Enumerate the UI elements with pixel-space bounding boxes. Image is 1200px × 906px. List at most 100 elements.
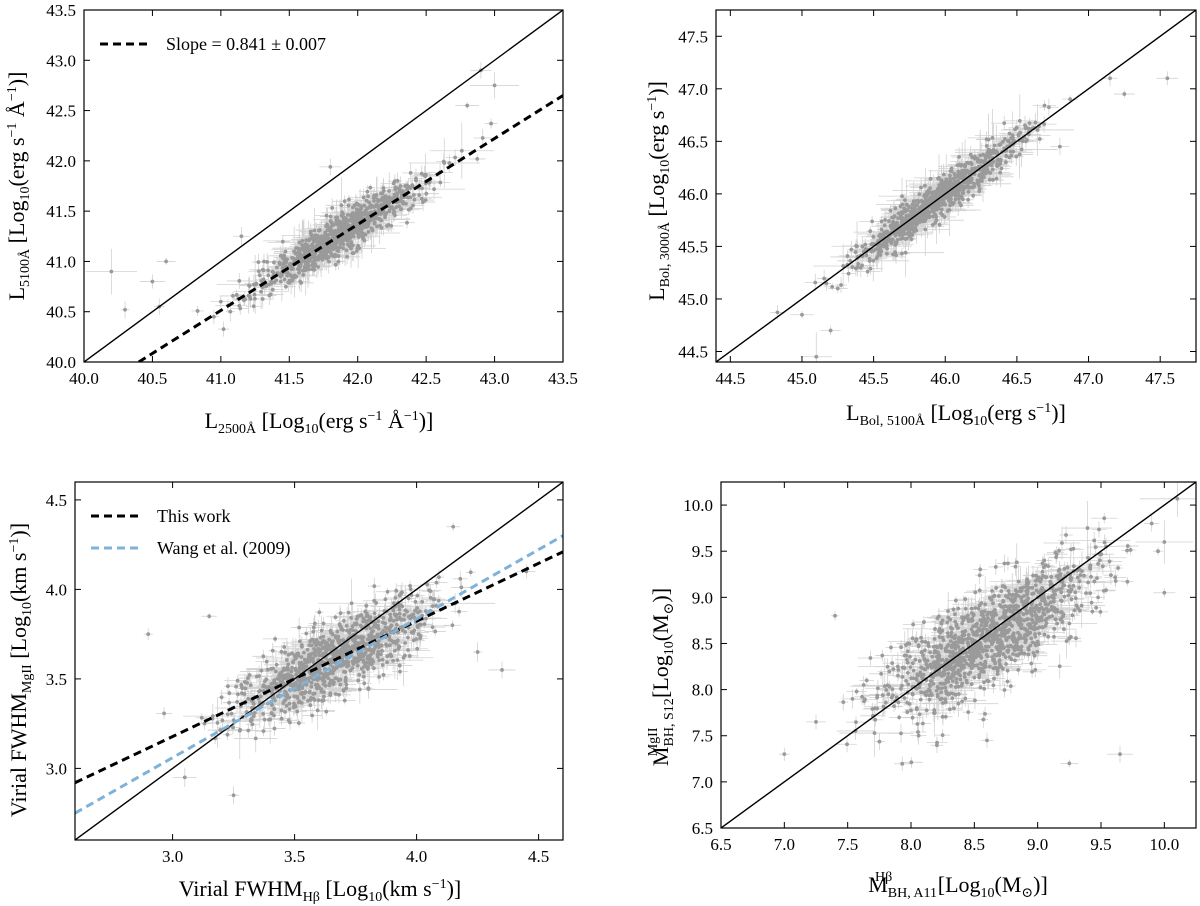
data-point [343,221,348,226]
data-point [381,189,386,193]
data-point [489,121,494,126]
data-point [871,258,876,263]
axes-frame [83,9,564,363]
data-point [123,307,127,312]
data-point [261,268,266,273]
data-point [397,204,402,209]
data-point [323,231,328,236]
data-point [370,227,375,231]
data-point [387,204,392,209]
data-point [387,208,392,213]
data-point [395,178,400,183]
panel-luminosity-5100-vs-2500: 40.0 40.5 41.0 41.5 42.0 42.5 43.0 43.5 40.0 40.5… [4,1,578,437]
data-point [334,254,339,258]
data-point [336,223,340,227]
data-point [883,217,888,222]
data-point [350,205,355,210]
data-point [328,226,333,231]
fit-line [137,94,563,362]
data-point [326,249,331,254]
data-point [327,259,331,264]
data-point [365,207,369,211]
data-point [405,220,409,225]
data-point [150,279,155,284]
data-point [408,206,413,211]
data-point [283,260,288,265]
data-point [322,243,327,248]
data-point [267,293,272,298]
data-point [438,180,443,185]
data-point [326,255,331,259]
data-point [328,246,333,251]
data-point [366,194,371,199]
data-point [354,207,359,212]
data-point [408,170,413,175]
y-tick-label: 41.0 [46,252,76,271]
data-point [421,200,425,204]
data-point [368,185,373,190]
data-point [400,189,405,193]
y-tick-label: 42.5 [46,102,76,121]
data-point [375,224,379,229]
data-point [311,261,315,265]
y-tick-label: 43.5 [46,1,76,20]
data-point [361,195,366,200]
data-point [346,242,350,247]
data-point [948,173,952,178]
data-point [311,255,316,260]
data-point [849,247,854,252]
data-point [399,194,404,199]
one-to-one-line [84,10,563,362]
error-bars [85,62,519,337]
data-point [349,240,354,244]
y-tick-label: 40.5 [46,303,76,322]
y-tick-label: 42.0 [46,152,76,171]
data-point [291,276,296,280]
data-point [423,198,428,203]
data-point [305,246,310,251]
data-point [334,215,338,220]
data-point [839,283,843,287]
data-point [868,229,873,234]
data-point [387,199,392,204]
x-tick-label: 41.5 [274,369,304,388]
data-point [354,249,359,253]
data-point [385,224,389,228]
data-point [330,206,335,210]
data-point [994,176,999,181]
data-point [317,242,322,246]
data-point [254,282,258,287]
data-point [1025,138,1029,142]
data-point [346,203,351,208]
data-point [341,237,346,241]
y-axis-label: L5100Å [Log10(erg s−1 Å−1)] [4,72,33,301]
data-point [865,269,870,274]
data-point [957,155,962,159]
data-point [984,143,989,148]
data-point [272,260,276,265]
data-point [917,192,922,197]
data-point [990,135,995,140]
data-point [295,246,300,251]
data-point [251,304,256,309]
data-point [325,222,329,227]
data-point [894,253,898,258]
data-point [266,273,271,278]
error-bars [770,70,1179,362]
data-point [297,240,302,245]
data-point [301,273,306,277]
data-point [314,233,318,238]
data-point [297,263,302,268]
data-point [389,223,394,228]
data-point [442,161,447,165]
x-tick-label: 42.5 [411,369,441,388]
data-point [303,264,308,268]
data-point [992,143,997,148]
data-point [995,158,1000,163]
data-point [903,250,908,255]
data-point [307,264,311,269]
data-point [279,273,283,278]
data-point [274,265,279,270]
data-point [321,249,326,254]
x-tick-label: 43.0 [480,369,510,388]
